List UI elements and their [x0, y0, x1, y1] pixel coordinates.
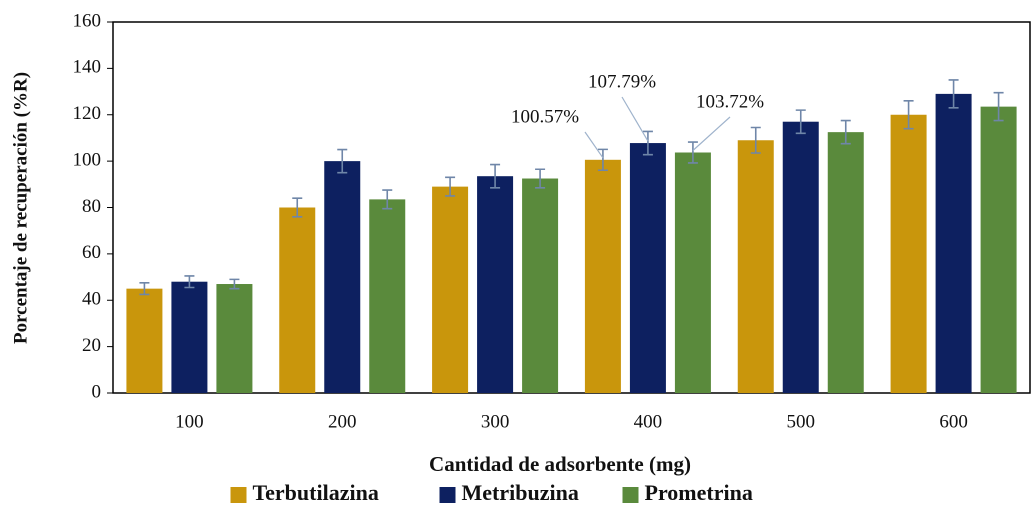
y-axis-title: Porcentaje de recuperación (%R) [10, 72, 31, 344]
bar [369, 199, 406, 393]
bar [980, 106, 1017, 394]
data-label: 107.79% [588, 71, 656, 92]
legend-swatch [439, 487, 456, 503]
legend-label: Prometrina [645, 480, 753, 505]
error-bar [184, 275, 195, 289]
error-bar [687, 141, 698, 164]
bar [674, 152, 711, 393]
bar [126, 288, 163, 393]
y-tick-label: 80 [82, 196, 101, 217]
y-tick-label: 60 [82, 242, 101, 263]
y-tick-label: 140 [73, 57, 102, 78]
y-tick-label: 20 [82, 335, 101, 356]
bar [935, 93, 972, 393]
legend-swatch [230, 487, 247, 503]
x-tick-label: 100 [175, 411, 204, 432]
label-leader [584, 131, 604, 159]
bar [522, 178, 559, 393]
y-tick-label: 40 [82, 289, 101, 310]
bar [216, 284, 253, 393]
data-label: 100.57% [511, 106, 579, 127]
error-bar [292, 197, 303, 218]
label-leader [692, 116, 731, 151]
data-label: 103.72% [696, 91, 764, 112]
error-bar [490, 163, 501, 189]
error-bar [642, 130, 653, 156]
x-axis-title: Cantidad de adsorbente (mg) [429, 452, 691, 476]
bar [432, 186, 469, 393]
y-tick-label: 160 [73, 10, 102, 31]
error-bar [795, 109, 806, 135]
x-tick-label: 200 [328, 411, 357, 432]
bar [629, 143, 666, 393]
bar [827, 132, 864, 393]
error-bar [948, 79, 959, 109]
legend-label: Terbutilazina [253, 480, 379, 505]
legend-swatch [622, 487, 639, 503]
bar [890, 114, 927, 393]
bar [171, 281, 208, 393]
error-bar [337, 148, 348, 174]
y-tick-label: 100 [73, 149, 102, 170]
x-tick-label: 600 [939, 411, 968, 432]
x-tick-label: 500 [787, 411, 816, 432]
error-bar [840, 119, 851, 145]
error-bar [750, 126, 761, 154]
bar [737, 140, 774, 393]
error-bar [139, 282, 150, 296]
bar [782, 121, 819, 394]
bar [324, 161, 361, 393]
error-bar [903, 100, 914, 130]
x-tick-label: 400 [634, 411, 663, 432]
y-tick-label: 120 [73, 103, 102, 124]
error-bar [229, 278, 240, 290]
legend-label: Metribuzina [462, 480, 579, 505]
label-leader [621, 96, 649, 142]
error-bar [535, 168, 546, 189]
x-tick-label: 300 [481, 411, 510, 432]
error-bar [445, 176, 456, 197]
error-bar [597, 148, 608, 172]
bar [584, 159, 621, 393]
bar [279, 207, 316, 393]
bar [477, 176, 514, 393]
error-bar [382, 189, 393, 210]
error-bar [993, 91, 1004, 122]
y-tick-label: 0 [92, 381, 102, 402]
